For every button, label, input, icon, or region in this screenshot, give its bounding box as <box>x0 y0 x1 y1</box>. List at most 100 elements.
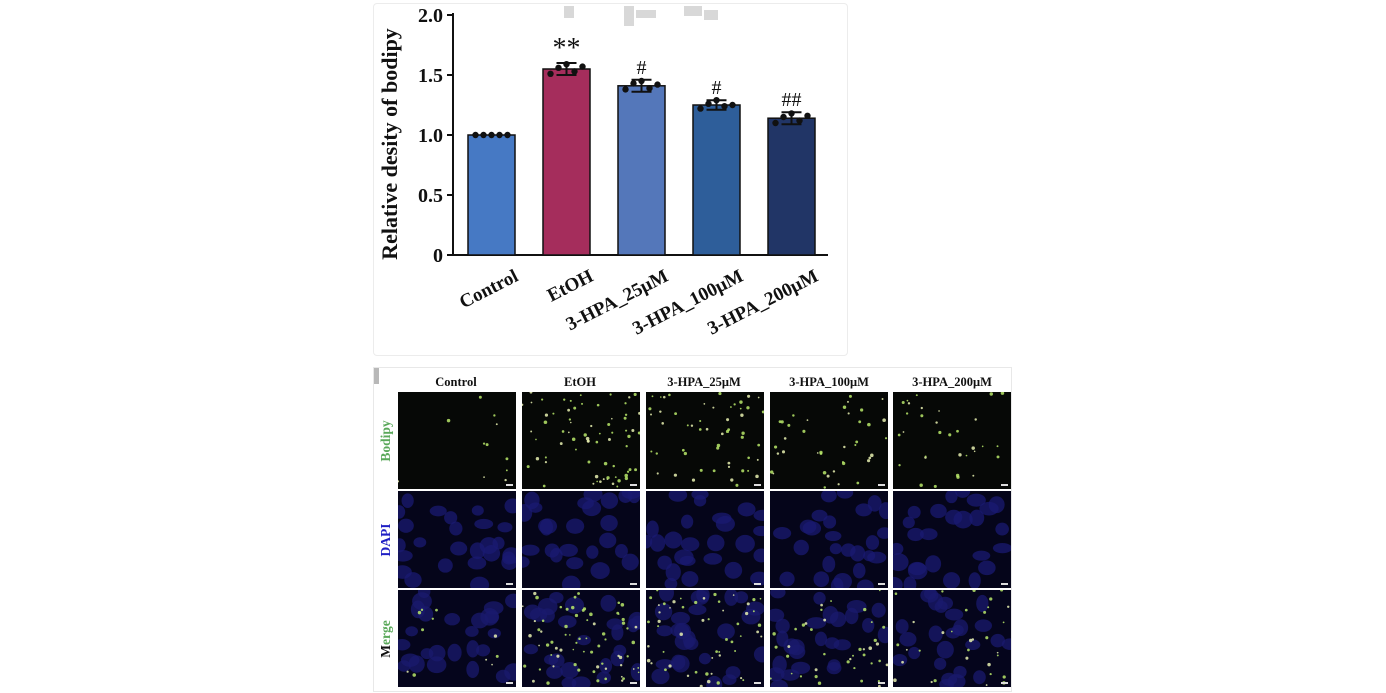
data-point <box>697 105 704 112</box>
micrograph-image <box>522 590 640 687</box>
micrograph-image <box>646 590 764 687</box>
data-point <box>563 61 570 68</box>
micrograph-image <box>646 392 764 489</box>
data-point <box>705 100 712 108</box>
scale-bar <box>878 484 885 486</box>
faint-mark <box>704 10 718 20</box>
faint-mark <box>636 10 656 18</box>
micrograph-image <box>770 491 888 588</box>
bar <box>692 104 741 256</box>
micrograph-cell-r2-c3 <box>646 491 764 588</box>
bar <box>767 117 816 256</box>
micrograph-cell-r1-c3 <box>646 392 764 489</box>
column-header-3hpa-25: 3-HPA_25μM <box>667 375 741 389</box>
micrograph-image <box>522 392 640 489</box>
scale-bar <box>878 682 885 684</box>
data-point <box>780 113 787 121</box>
data-point <box>496 131 503 139</box>
micrograph-image <box>893 392 1011 489</box>
column-header-etoh: EtOH <box>564 375 596 389</box>
data-point <box>547 70 554 78</box>
row-label-dapi: DAPI <box>378 523 393 557</box>
micrograph-cell-r3-c4 <box>770 590 888 687</box>
micrograph-cell-r3-c1 <box>398 590 516 687</box>
micrograph-cell-r1-c5 <box>893 392 1011 489</box>
scale-bar <box>630 682 637 684</box>
scale-bar <box>754 682 761 684</box>
scale-bar <box>1001 583 1008 585</box>
y-tick-label: 1.5 <box>418 65 443 87</box>
scale-bar <box>506 682 513 684</box>
data-point <box>488 131 495 139</box>
column-header-3hpa-100: 3-HPA_100μM <box>789 375 869 389</box>
data-point <box>772 119 779 127</box>
micrograph-cell-r3-c5 <box>893 590 1011 687</box>
data-point <box>638 77 645 85</box>
y-tick-label: 0.5 <box>418 185 443 207</box>
data-point <box>630 80 637 87</box>
significance-label: ** <box>553 33 581 64</box>
micrograph-image <box>522 491 640 588</box>
significance-label: # <box>712 77 722 99</box>
x-tick-label: EtOH <box>544 266 597 307</box>
y-tick-label: 1.0 <box>418 125 443 147</box>
micrograph-cell-r1-c1 <box>398 392 516 489</box>
data-point <box>555 64 562 71</box>
micrograph-image <box>770 392 888 489</box>
data-point <box>729 101 736 109</box>
micrograph-cell-r2-c4 <box>770 491 888 588</box>
micrograph-cell-r2-c2 <box>522 491 640 588</box>
micrograph-image <box>893 491 1011 588</box>
data-point <box>622 86 629 93</box>
data-point <box>788 110 795 117</box>
micrograph-image <box>398 590 516 687</box>
scale-bar <box>506 484 513 486</box>
data-point <box>472 131 479 139</box>
data-point <box>571 68 578 75</box>
micrograph-panel: Control EtOH 3-HPA_25μM 3-HPA_100μM 3-HP… <box>373 367 1012 692</box>
scale-bar <box>754 583 761 585</box>
micrograph-image <box>398 491 516 588</box>
bar-chart-card: 0 0.5 1.0 1.5 2.0 Relative desity of bodipy Co… <box>373 3 848 356</box>
column-header-3hpa-200: 3-HPA_200μM <box>912 375 992 389</box>
bar <box>542 68 591 256</box>
micrograph-cell-r1-c4 <box>770 392 888 489</box>
data-point <box>713 97 720 104</box>
row-label-merge-rest: erge <box>378 620 393 645</box>
row-label-merge-first: M <box>378 645 393 658</box>
panel-corner-marker <box>374 368 379 384</box>
faint-mark <box>684 6 702 16</box>
micrograph-image <box>398 392 516 489</box>
scale-bar <box>630 484 637 486</box>
data-point <box>796 117 803 124</box>
scale-bar <box>1001 484 1008 486</box>
micrograph-image <box>893 590 1011 687</box>
x-tick-label: Control <box>456 266 522 313</box>
micrograph-image <box>646 491 764 588</box>
bar <box>617 85 666 256</box>
data-point <box>804 112 811 120</box>
significance-label: ## <box>782 89 802 111</box>
faint-mark <box>564 6 574 18</box>
row-label-bodipy: Bodipy <box>378 420 393 462</box>
micrograph-cell-r2-c1 <box>398 491 516 588</box>
y-axis-label: Relative desity of bodipy <box>377 28 402 260</box>
micrograph-image <box>770 590 888 687</box>
faint-mark <box>624 6 634 26</box>
y-tick-label: 2.0 <box>418 5 443 27</box>
data-point <box>504 131 511 139</box>
data-point <box>646 85 653 92</box>
data-point <box>654 81 661 88</box>
micrograph-cell-r1-c2 <box>522 392 640 489</box>
micrograph-cell-r2-c5 <box>893 491 1011 588</box>
scale-bar <box>506 583 513 585</box>
scale-bar <box>630 583 637 585</box>
micrograph-cell-r3-c2 <box>522 590 640 687</box>
significance-label: # <box>637 57 647 79</box>
data-point <box>721 103 728 110</box>
bar-chart: 0 0.5 1.0 1.5 2.0 Relative desity of bodipy Co… <box>377 5 828 339</box>
bar <box>467 134 516 256</box>
scale-bar <box>754 484 761 486</box>
scale-bar <box>878 583 885 585</box>
data-point <box>480 131 487 139</box>
